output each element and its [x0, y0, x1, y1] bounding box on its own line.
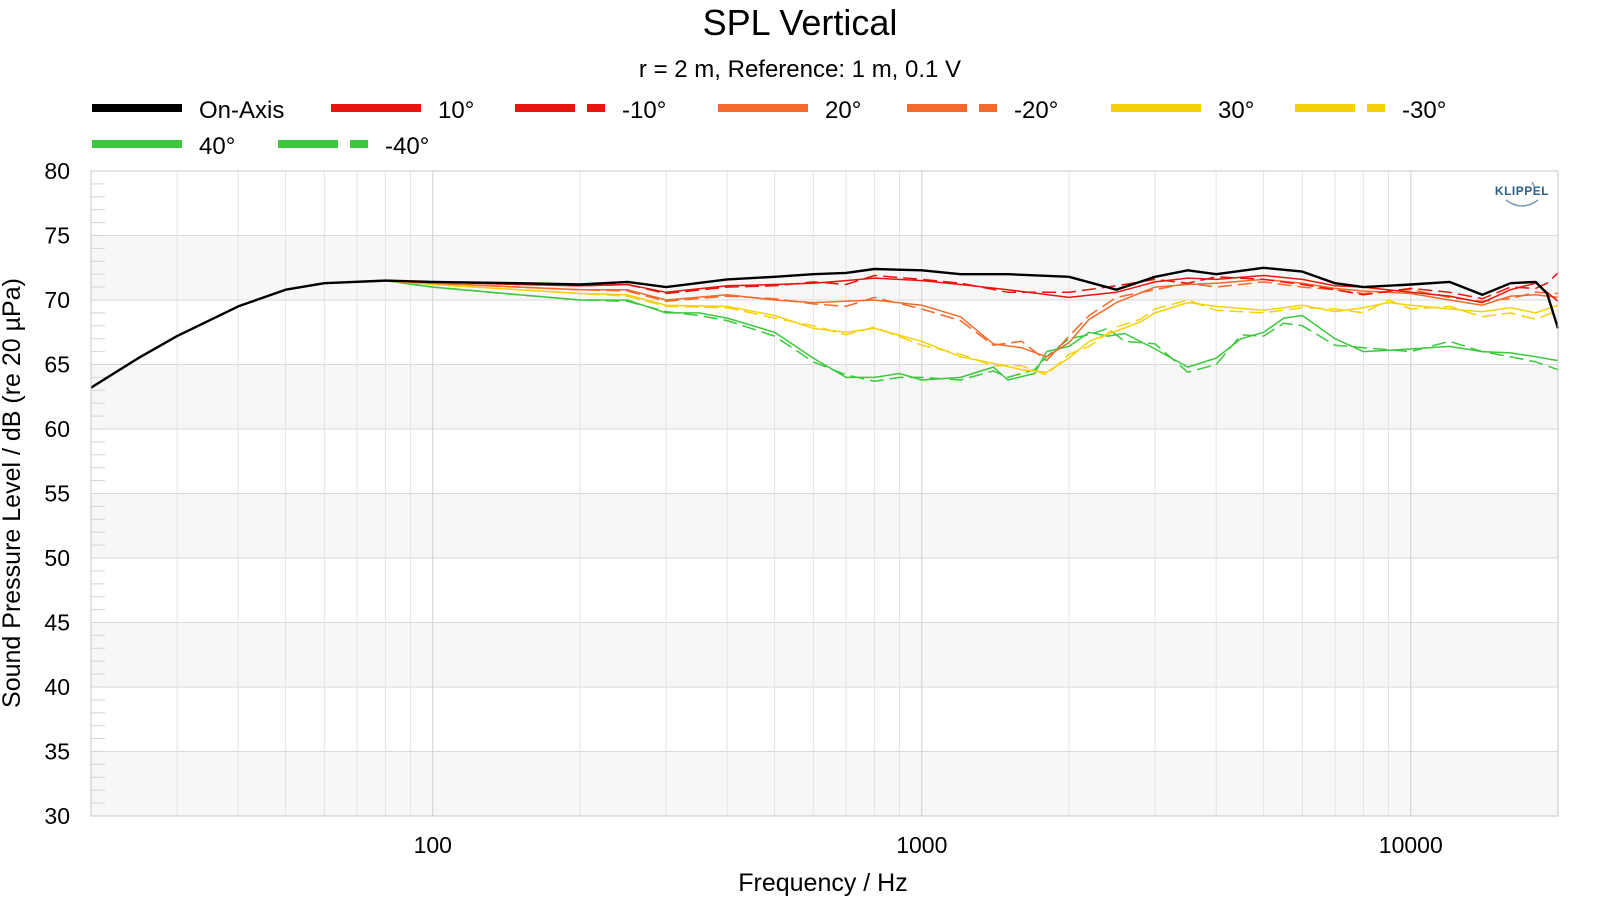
- plot-band: [91, 429, 1558, 494]
- chart-legend: On-Axis 10° -10° 20° -20° 30° -30° 40° -40°: [92, 97, 1446, 160]
- legend-label: -10°: [622, 97, 666, 124]
- y-tick-label: 35: [44, 739, 70, 765]
- legend-label: -20°: [1014, 97, 1058, 124]
- series-line-8: [90, 279, 1559, 389]
- legend-label: On-Axis: [199, 97, 284, 124]
- y-tick-label: 60: [44, 416, 70, 442]
- plot-band: [91, 622, 1558, 687]
- plot-frame: [90, 170, 1559, 817]
- x-tick-label: 1000: [896, 832, 947, 858]
- y-tick-label: 55: [44, 481, 70, 507]
- y-tick-label: 45: [44, 610, 70, 636]
- x-tick-label: 10000: [1379, 832, 1443, 858]
- klippel-logo: KLIPPEL: [1495, 181, 1549, 207]
- series-line-1: [90, 266, 1560, 389]
- plot-background: [91, 171, 1558, 816]
- plot-band: [91, 687, 1558, 752]
- plot-band: [91, 300, 1558, 365]
- y-axis-label: Sound Pressure Level / dB (re 20 µPa): [0, 278, 26, 708]
- legend-label: 10°: [438, 97, 474, 124]
- legend-label: -30°: [1402, 97, 1446, 124]
- plot-band: [91, 558, 1558, 623]
- y-tick-label: 75: [44, 223, 70, 249]
- x-tick-labels: 100 1000 10000: [414, 832, 1443, 858]
- legend-label: 20°: [825, 97, 861, 124]
- logo-arc: [1505, 199, 1539, 207]
- chart-title: SPL Vertical: [703, 2, 898, 43]
- legend-label: 30°: [1218, 97, 1254, 124]
- y-tick-label: 65: [44, 352, 70, 378]
- y-tick-label: 70: [44, 287, 70, 313]
- logo-accent: [1531, 181, 1535, 187]
- y-tick-label: 50: [44, 545, 70, 571]
- x-axis-label: Frequency / Hz: [738, 869, 908, 897]
- logo-text: KLIPPEL: [1495, 184, 1549, 198]
- y-tick-label: 80: [44, 158, 70, 184]
- series-layer: [90, 266, 1560, 389]
- x-tick-label: 100: [414, 832, 452, 858]
- plot-band: [91, 364, 1558, 429]
- legend-label: -40°: [385, 133, 429, 160]
- y-tick-label: 40: [44, 674, 70, 700]
- legend-label: 40°: [199, 133, 235, 160]
- y-tick-label: 30: [44, 803, 70, 829]
- plot-band: [91, 235, 1558, 300]
- chart-subtitle: r = 2 m, Reference: 1 m, 0.1 V: [639, 56, 961, 83]
- plot-band: [91, 493, 1558, 558]
- plot-band: [91, 171, 1558, 236]
- plot-band: [91, 751, 1558, 816]
- y-tick-labels: 30 35 40 45 50 55 60 65 70 75 80: [44, 158, 70, 829]
